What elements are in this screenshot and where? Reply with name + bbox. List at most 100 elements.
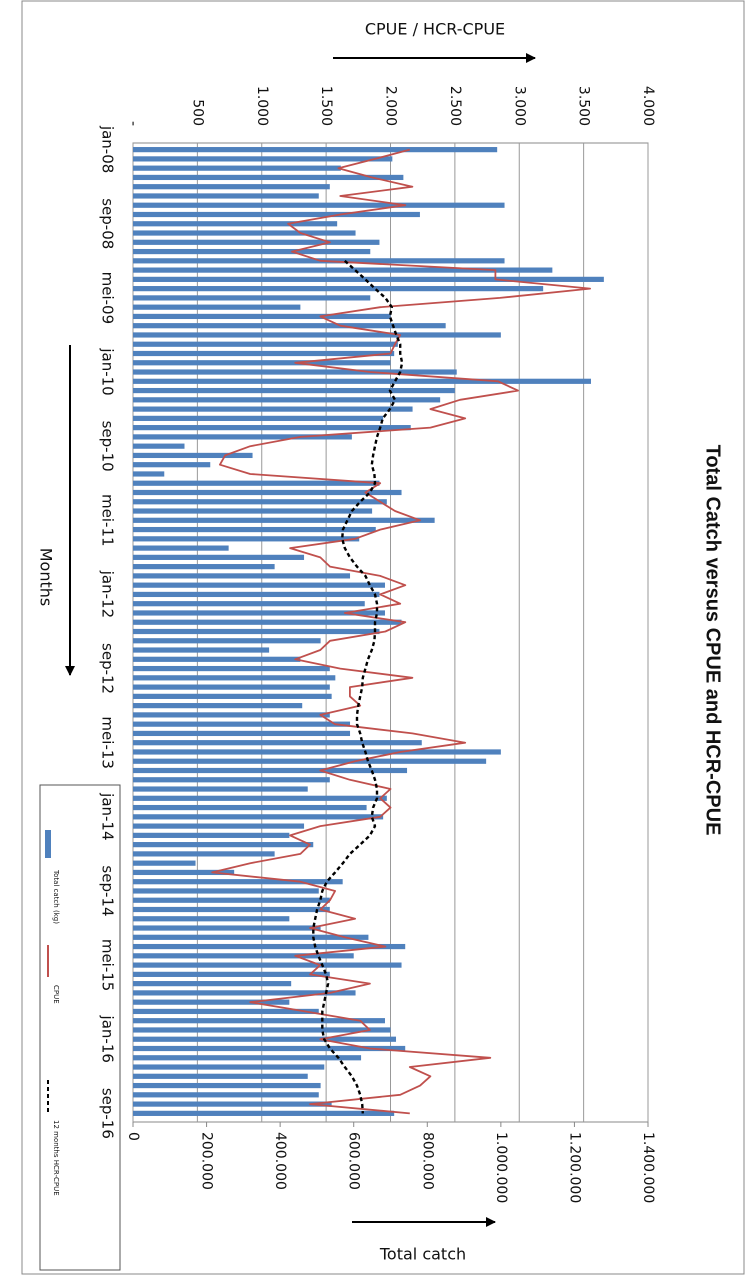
bar	[133, 202, 505, 208]
bar	[133, 397, 441, 403]
x-tick-label: jan-10	[99, 347, 117, 395]
legend-label: CPUE	[52, 985, 60, 1004]
bar	[133, 814, 384, 820]
bar	[133, 211, 420, 218]
x-tick-label: mei-15	[99, 939, 117, 992]
bar	[133, 554, 305, 560]
bar	[133, 1082, 321, 1089]
bar	[133, 443, 185, 449]
bar	[133, 823, 305, 829]
bar	[133, 712, 330, 718]
y-tick-label: 1.000.000	[493, 1132, 509, 1203]
x-tick-label: sep-16	[99, 1088, 117, 1139]
x-tick-label: sep-14	[99, 865, 117, 916]
bar	[133, 962, 402, 968]
y2-tick-label: 2.000	[383, 86, 399, 126]
bar	[133, 916, 290, 922]
bar	[133, 304, 301, 310]
y2-tick-label: 1.500	[318, 86, 334, 126]
bar	[133, 842, 314, 848]
bar	[133, 740, 422, 746]
bar	[133, 434, 352, 440]
bar	[133, 693, 332, 699]
bar	[133, 545, 229, 551]
x-axis-title: Months	[37, 548, 56, 606]
bar	[133, 452, 253, 459]
bar	[133, 943, 406, 950]
bar	[133, 925, 321, 931]
bar	[133, 610, 385, 616]
bar	[133, 656, 301, 662]
chart-title: Total Catch versus CPUE and HCR-CPUE	[702, 445, 724, 836]
bar	[133, 981, 292, 987]
x-tick-label: jan-14	[99, 792, 117, 840]
bar	[133, 230, 356, 236]
bar	[133, 156, 393, 162]
line	[211, 148, 591, 1115]
x-tick-label: mei-09	[99, 272, 117, 325]
bar	[133, 286, 544, 292]
bar	[133, 601, 365, 607]
bar	[133, 971, 330, 977]
y-tick-label: 200.000	[199, 1132, 215, 1190]
bar	[133, 888, 319, 894]
y-axis-title: Total catch	[379, 1245, 466, 1264]
y-tick-label: 600.000	[346, 1132, 362, 1190]
bar	[133, 665, 330, 672]
y-tick-label: 1.200.000	[566, 1132, 582, 1203]
bar	[133, 480, 380, 486]
bar	[133, 860, 196, 866]
bar	[133, 628, 380, 635]
bar	[133, 1008, 319, 1015]
bar	[133, 869, 235, 876]
bar	[133, 369, 457, 375]
bar	[133, 323, 446, 329]
bar	[133, 499, 387, 505]
bar	[133, 332, 501, 338]
y2-tick-label: 3.000	[511, 86, 527, 126]
bar	[133, 647, 270, 653]
bar	[133, 1018, 385, 1024]
bar	[133, 703, 303, 709]
y-tick-label: 800.000	[419, 1132, 435, 1190]
bar	[133, 295, 371, 301]
y2-axis-title: CPUE / HCR-CPUE	[365, 20, 505, 39]
legend-box	[39, 784, 121, 1271]
bar	[133, 147, 498, 153]
bar	[133, 1073, 308, 1079]
bar	[133, 165, 341, 171]
bar	[133, 239, 380, 245]
bar	[133, 1064, 325, 1070]
bar	[133, 1055, 362, 1061]
legend-label: Total catch (kg)	[52, 869, 60, 924]
bar	[133, 684, 330, 690]
bar	[133, 804, 367, 811]
bar	[133, 517, 435, 523]
bar	[133, 193, 319, 199]
bar	[133, 906, 330, 913]
x-tick-label: sep-10	[99, 421, 117, 472]
bar	[133, 832, 290, 838]
bar	[133, 767, 408, 774]
bar	[133, 415, 384, 421]
y-tick-label: 0	[125, 1132, 141, 1141]
bar	[133, 1101, 332, 1107]
legend-swatch	[45, 830, 51, 858]
bar	[133, 777, 330, 783]
bar	[133, 360, 391, 366]
bar	[133, 897, 330, 903]
bar	[133, 573, 351, 579]
y-tick-label: 1.400.000	[640, 1132, 656, 1203]
bar	[133, 758, 487, 764]
bar	[133, 174, 404, 181]
bar	[133, 508, 373, 514]
bar	[133, 582, 385, 588]
frame	[21, 0, 745, 1275]
bar	[133, 406, 413, 412]
bar	[133, 221, 338, 227]
bar	[133, 999, 290, 1005]
bar	[133, 1027, 391, 1033]
bar	[133, 879, 343, 885]
bar	[133, 1092, 319, 1098]
